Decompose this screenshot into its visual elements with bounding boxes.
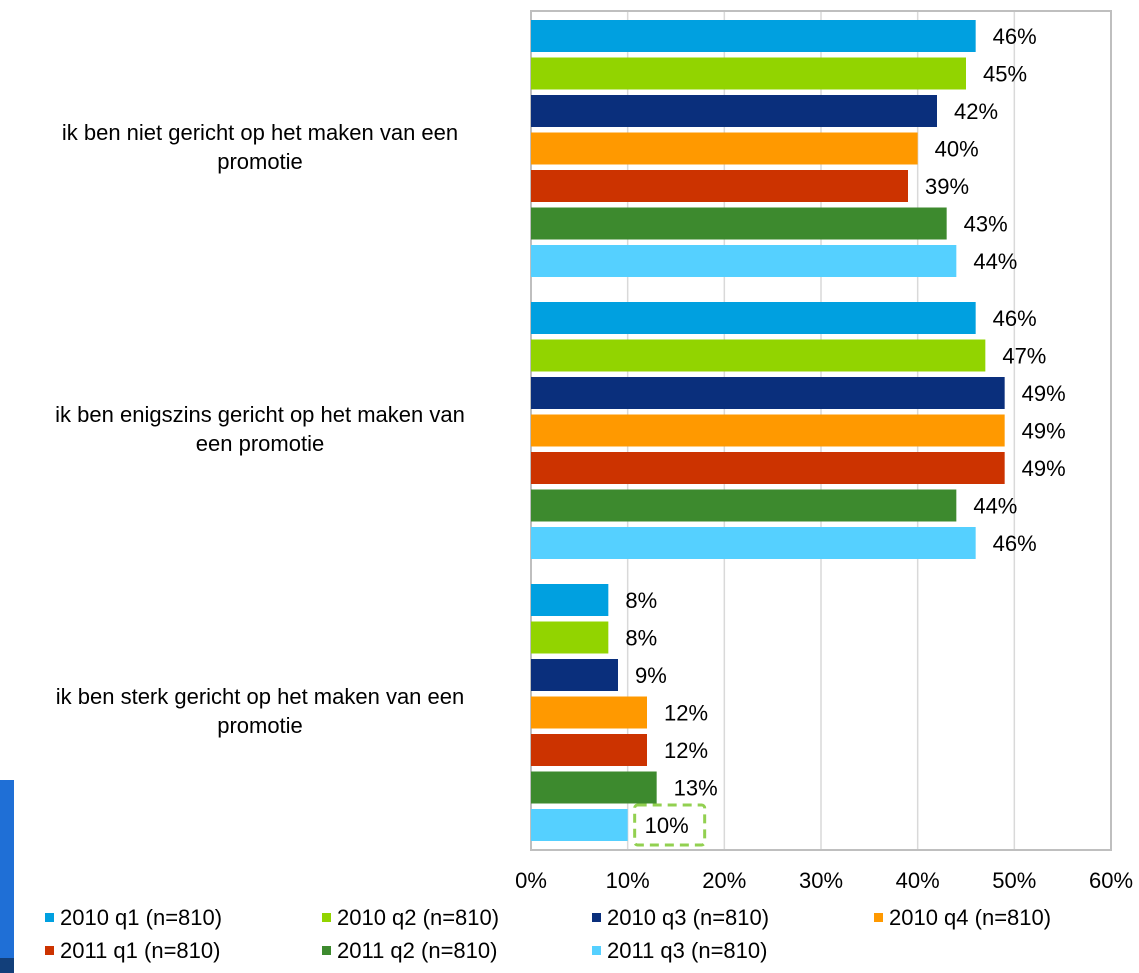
legend-label: 2010 q1 (n=810) (60, 905, 223, 930)
bar-1-5 (531, 170, 908, 202)
x-tick-label-0: 0% (515, 868, 547, 893)
value-label-2-5: 49% (1022, 456, 1066, 481)
value-label-3-7: 10% (645, 813, 689, 838)
bar-3-1 (531, 584, 609, 616)
legend-item-7: 2011 q3 (n=810) (592, 938, 767, 964)
category-label-line: ik ben sterk gericht op het maken van ee… (55, 684, 465, 709)
bar-2-7 (531, 527, 976, 559)
legend-item-1: 2010 q1 (n=810) (45, 905, 222, 931)
legend-label: 2011 q3 (n=810) (607, 938, 768, 963)
legend-swatch (45, 912, 54, 922)
value-label-3-2: 8% (625, 626, 657, 651)
value-label-1-4: 40% (935, 137, 979, 162)
bar-3-4 (531, 696, 647, 729)
x-tick-label-10: 10% (606, 868, 650, 893)
value-labels-group: 46%45%42%40%39%43%44%46%47%49%49%49%44%4… (625, 24, 1066, 847)
bar-1-4 (531, 132, 918, 165)
x-tick-label-50: 50% (992, 868, 1036, 893)
legend-swatch (322, 912, 331, 922)
bar-1-6 (531, 207, 947, 240)
value-label-3-4: 12% (664, 701, 708, 726)
bar-3-2 (531, 621, 609, 654)
category-label-line: ik ben niet gericht op het maken van een (61, 120, 459, 145)
legend-item-3: 2010 q3 (n=810) (592, 905, 769, 931)
value-label-3-3: 9% (635, 663, 667, 688)
legend-swatch (322, 945, 331, 955)
legend-item-2: 2010 q2 (n=810) (322, 905, 499, 931)
value-label-2-2: 47% (1002, 344, 1046, 369)
legend-swatch (592, 912, 601, 922)
x-tick-label-30: 30% (799, 868, 843, 893)
bar-1-3 (531, 95, 937, 127)
category-label-2: ik ben enigszins gericht op het maken va… (0, 400, 520, 458)
highlight-box (633, 803, 707, 847)
bar-2-6 (531, 489, 957, 522)
bar-2-5 (531, 452, 1005, 484)
value-label-1-3: 42% (954, 99, 998, 124)
value-label-2-1: 46% (993, 306, 1037, 331)
category-label-3: ik ben sterk gericht op het maken van ee… (0, 682, 520, 740)
legend-item-4: 2010 q4 (n=810) (874, 905, 1051, 931)
value-label-1-2: 45% (983, 62, 1027, 87)
bar-2-4 (531, 414, 1005, 447)
legend-swatch (874, 912, 883, 922)
legend-label: 2010 q3 (n=810) (607, 905, 770, 930)
bar-2-1 (531, 302, 976, 334)
category-label-1: ik ben niet gericht op het maken van een… (0, 118, 520, 176)
x-tick-label-20: 20% (702, 868, 746, 893)
value-label-3-6: 13% (674, 776, 718, 801)
value-label-3-5: 12% (664, 738, 708, 763)
x-tick-label-60: 60% (1089, 868, 1133, 893)
legend-swatch (45, 945, 54, 955)
category-label-line: promotie (217, 149, 303, 174)
bar-2-3 (531, 377, 1005, 409)
category-label-line: promotie (217, 713, 303, 738)
decorative-side-bar (0, 780, 14, 973)
category-label-line: een promotie (195, 431, 325, 456)
bar-2-2 (531, 339, 986, 372)
legend-label: 2010 q4 (n=810) (889, 905, 1052, 930)
value-label-2-7: 46% (993, 531, 1037, 556)
value-label-1-6: 43% (964, 212, 1008, 237)
value-label-1-1: 46% (993, 24, 1037, 49)
bar-1-1 (531, 20, 976, 52)
decorative-side-bar-dark (0, 958, 14, 973)
bar-3-5 (531, 734, 647, 766)
legend-swatch (592, 945, 601, 955)
x-axis-tick-labels: 0% 10% 20% 30% 40% 50% 60% (515, 868, 1133, 893)
value-label-2-6: 44% (973, 494, 1017, 519)
value-label-2-4: 49% (1022, 419, 1066, 444)
legend-label: 2010 q2 (n=810) (337, 905, 500, 930)
value-label-3-1: 8% (625, 588, 657, 613)
bar-1-7 (531, 245, 957, 277)
value-label-2-3: 49% (1022, 381, 1066, 406)
bars-group (531, 20, 1005, 841)
bar-3-7 (531, 809, 628, 841)
legend-label: 2011 q1 (n=810) (60, 938, 221, 963)
bar-3-3 (531, 659, 618, 691)
legend-item-6: 2011 q2 (n=810) (322, 938, 497, 964)
bar-1-2 (531, 57, 966, 90)
bar-3-6 (531, 771, 657, 804)
legend-label: 2011 q2 (n=810) (337, 938, 498, 963)
x-tick-label-40: 40% (896, 868, 940, 893)
category-label-line: ik ben enigszins gericht op het maken va… (55, 402, 465, 427)
value-label-1-5: 39% (925, 174, 969, 199)
legend-item-5: 2011 q1 (n=810) (45, 938, 220, 964)
value-label-1-7: 44% (973, 249, 1017, 274)
